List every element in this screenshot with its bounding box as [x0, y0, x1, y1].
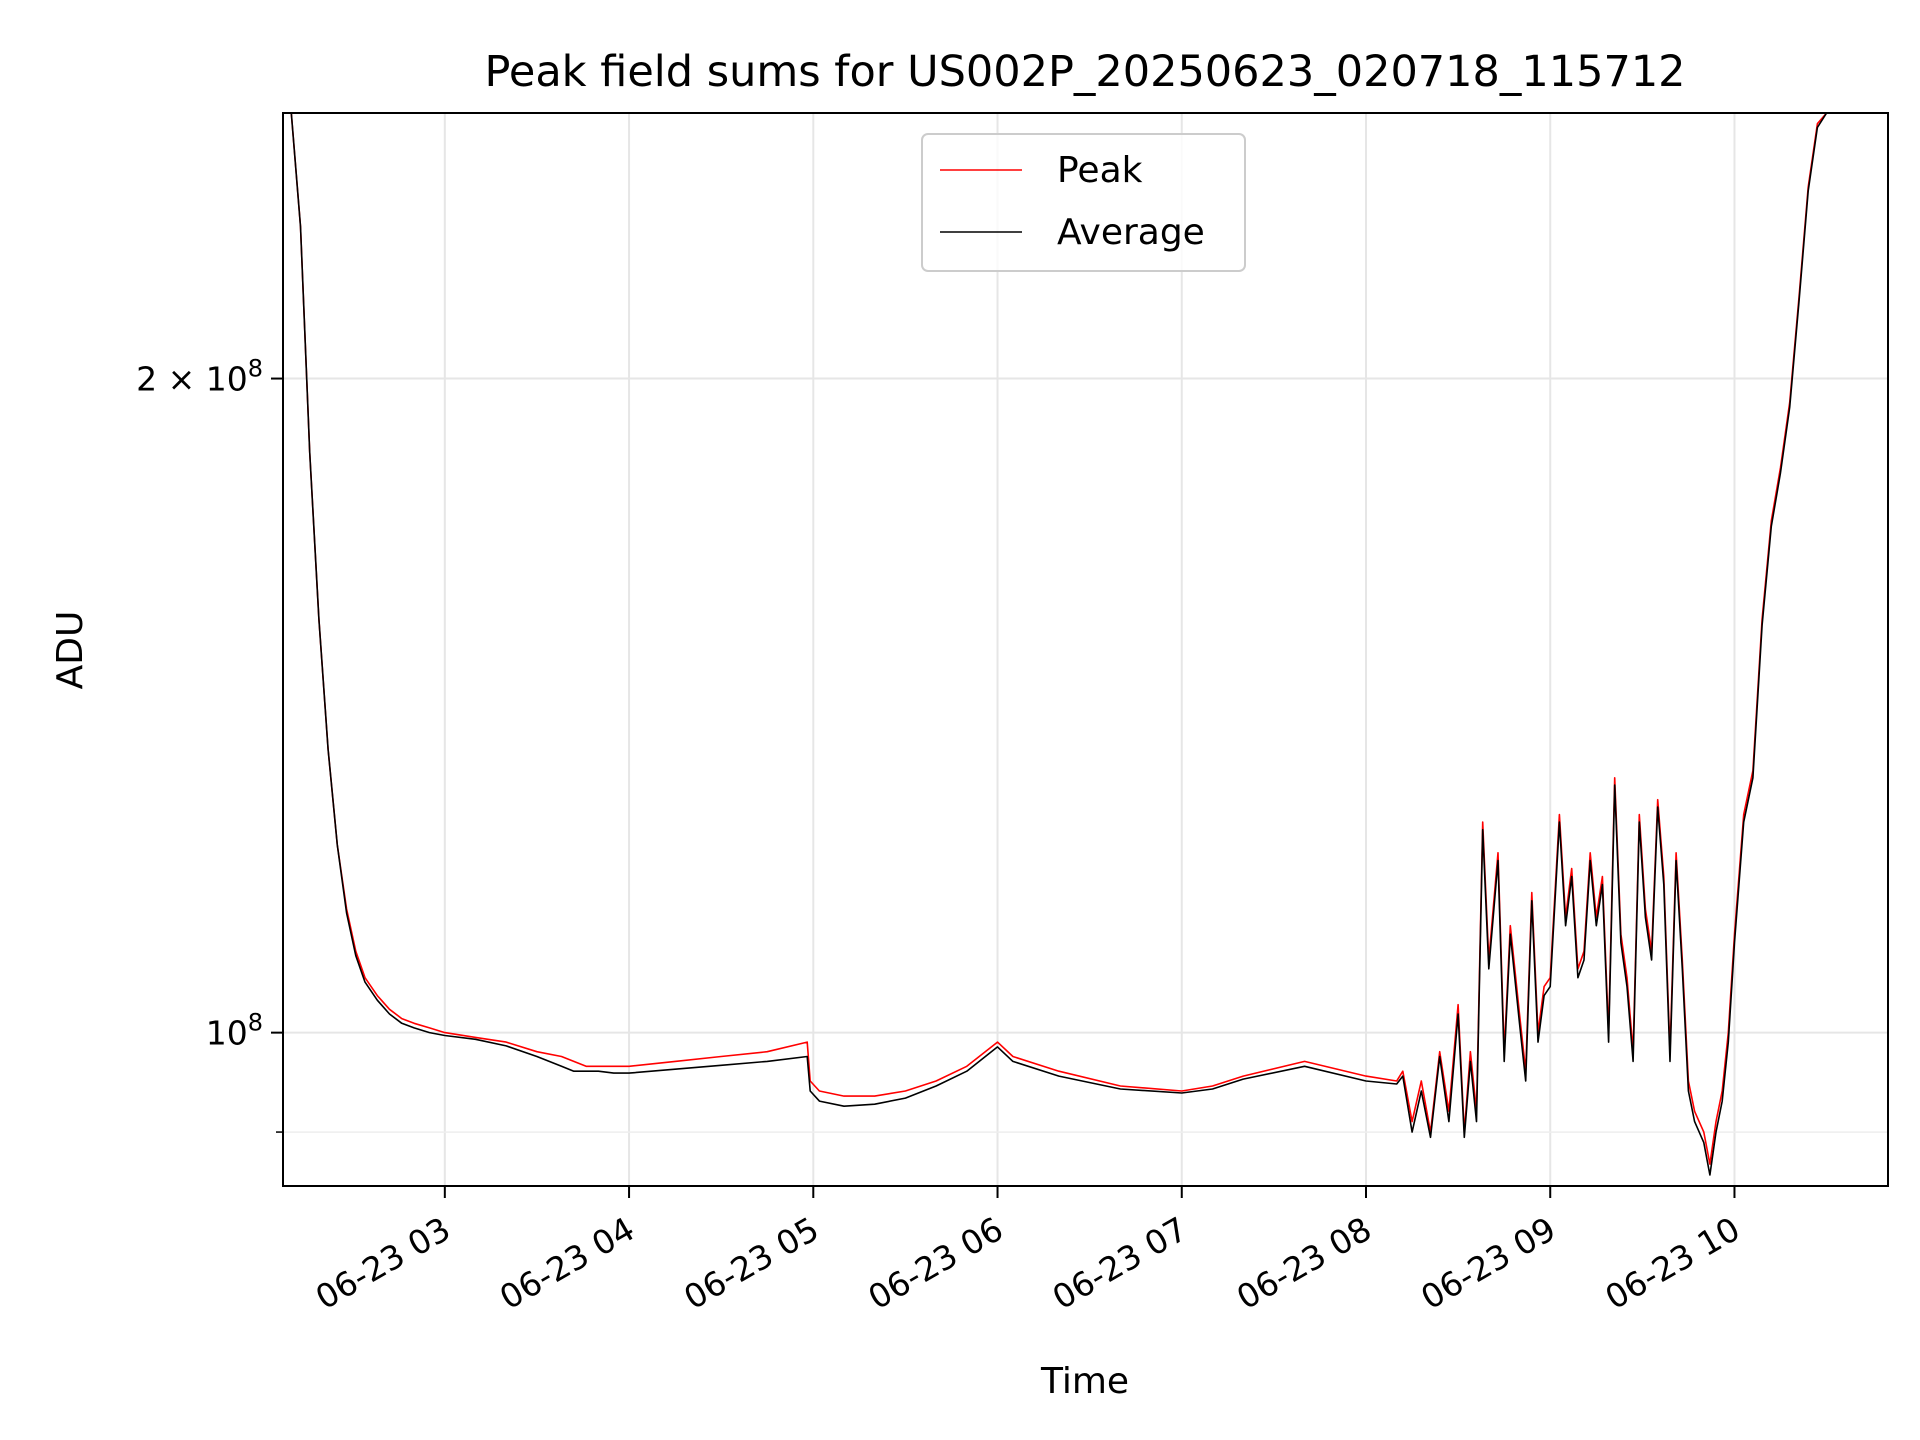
legend-label-peak: Peak — [1057, 150, 1143, 191]
y-axis-label: ADU — [50, 611, 91, 690]
gridlines — [283, 113, 1888, 1186]
series-lines — [283, 113, 1873, 1176]
legend-label-average: Average — [1057, 212, 1205, 253]
plot-frame — [282, 112, 1889, 1187]
legend: Peak Average — [921, 133, 1246, 272]
y-tick-label: 2 × 108 — [136, 355, 263, 399]
series-line-average — [283, 113, 1873, 1176]
chart-title: Peak field sums for US002P_20250623_0207… — [484, 47, 1685, 97]
legend-box — [921, 133, 1246, 272]
x-axis-label: Time — [1040, 1361, 1129, 1402]
y-tick-label: 108 — [206, 1009, 263, 1053]
y-axis-ticks: 2 × 108 108 — [136, 355, 283, 1133]
